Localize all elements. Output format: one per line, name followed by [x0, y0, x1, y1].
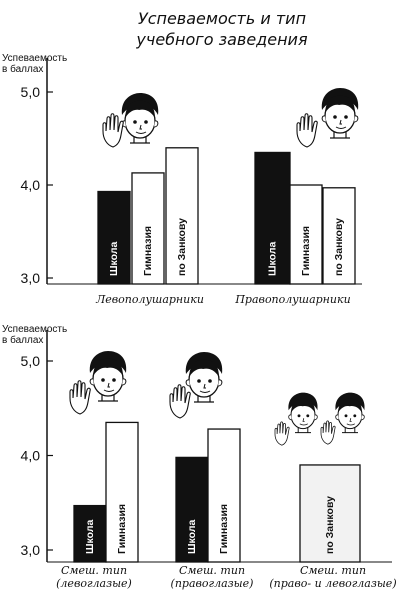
bar [165, 147, 199, 285]
bar-label: Гимназия [218, 504, 230, 554]
y-tick-label: 3,0 [21, 270, 41, 286]
bottom-group-label-2-line2: (правоглазые) [171, 577, 254, 590]
face-illustration-left-hemisphere [102, 92, 159, 148]
bar-label: Гимназия [300, 226, 312, 276]
bottom-group-label-1-line1: Смеш. тип [61, 564, 127, 577]
chart-title-line1: Успеваемость и тип [138, 9, 306, 28]
bar [299, 464, 361, 563]
y-tick-label: 5,0 [21, 84, 41, 100]
bottom-group-label-3-line2: (право- и левоглазые) [269, 577, 396, 590]
bottom-group-label-3-line1: Смеш. тип [300, 564, 366, 577]
bar-label: Гимназия [116, 504, 128, 554]
face-illustration-right-hemisphere [296, 87, 359, 148]
bar-label: Школа [108, 242, 120, 276]
y-tick-label: 5,0 [21, 353, 41, 369]
top-panel: Успеваемость в баллах 5,0 4,0 3,0 Школа Гим… [2, 53, 362, 306]
bar-label: по Занкову [333, 218, 345, 276]
face-illustration-mixed-both [274, 392, 366, 446]
bar-label: по Занкову [176, 218, 188, 276]
chart-title-line2: учебного заведения [135, 30, 308, 49]
top-y-axis-label-line2: в баллах [2, 63, 43, 75]
bar [73, 504, 107, 563]
bar-label: Школа [186, 520, 198, 554]
bar [131, 172, 165, 285]
bottom-y-axis-label-line2: в баллах [2, 334, 43, 346]
y-tick-label: 4,0 [21, 448, 41, 464]
bar [97, 190, 131, 285]
bottom-panel: Успеваемость в баллах 5,0 4,0 3,0 Школа Гим… [2, 324, 397, 590]
face-illustration-mixed-right-eyed [169, 351, 223, 419]
bar [207, 428, 241, 563]
bar-label: Школа [84, 520, 96, 554]
bottom-y-axis-label-line1: Успеваемость [2, 324, 67, 335]
y-tick-label: 3,0 [21, 542, 41, 558]
bar [175, 456, 209, 563]
bar [322, 187, 356, 285]
y-tick-label: 4,0 [21, 177, 41, 193]
bottom-group-label-1-line2: (левоглазые) [56, 577, 132, 590]
face-illustration-mixed-left-eyed [69, 350, 127, 415]
top-group-label-right: Правополушарники [234, 293, 350, 306]
bar [289, 184, 323, 285]
top-group-label-left: Левополушарники [95, 293, 204, 306]
bottom-group-label-2-line1: Смеш. тип [179, 564, 245, 577]
bar-label: Школа [266, 242, 278, 276]
bar-label: по Занкову [324, 496, 336, 554]
bar-label: Гимназия [142, 226, 154, 276]
top-y-axis-label-line1: Успеваемость [2, 53, 67, 64]
bar [105, 421, 139, 563]
